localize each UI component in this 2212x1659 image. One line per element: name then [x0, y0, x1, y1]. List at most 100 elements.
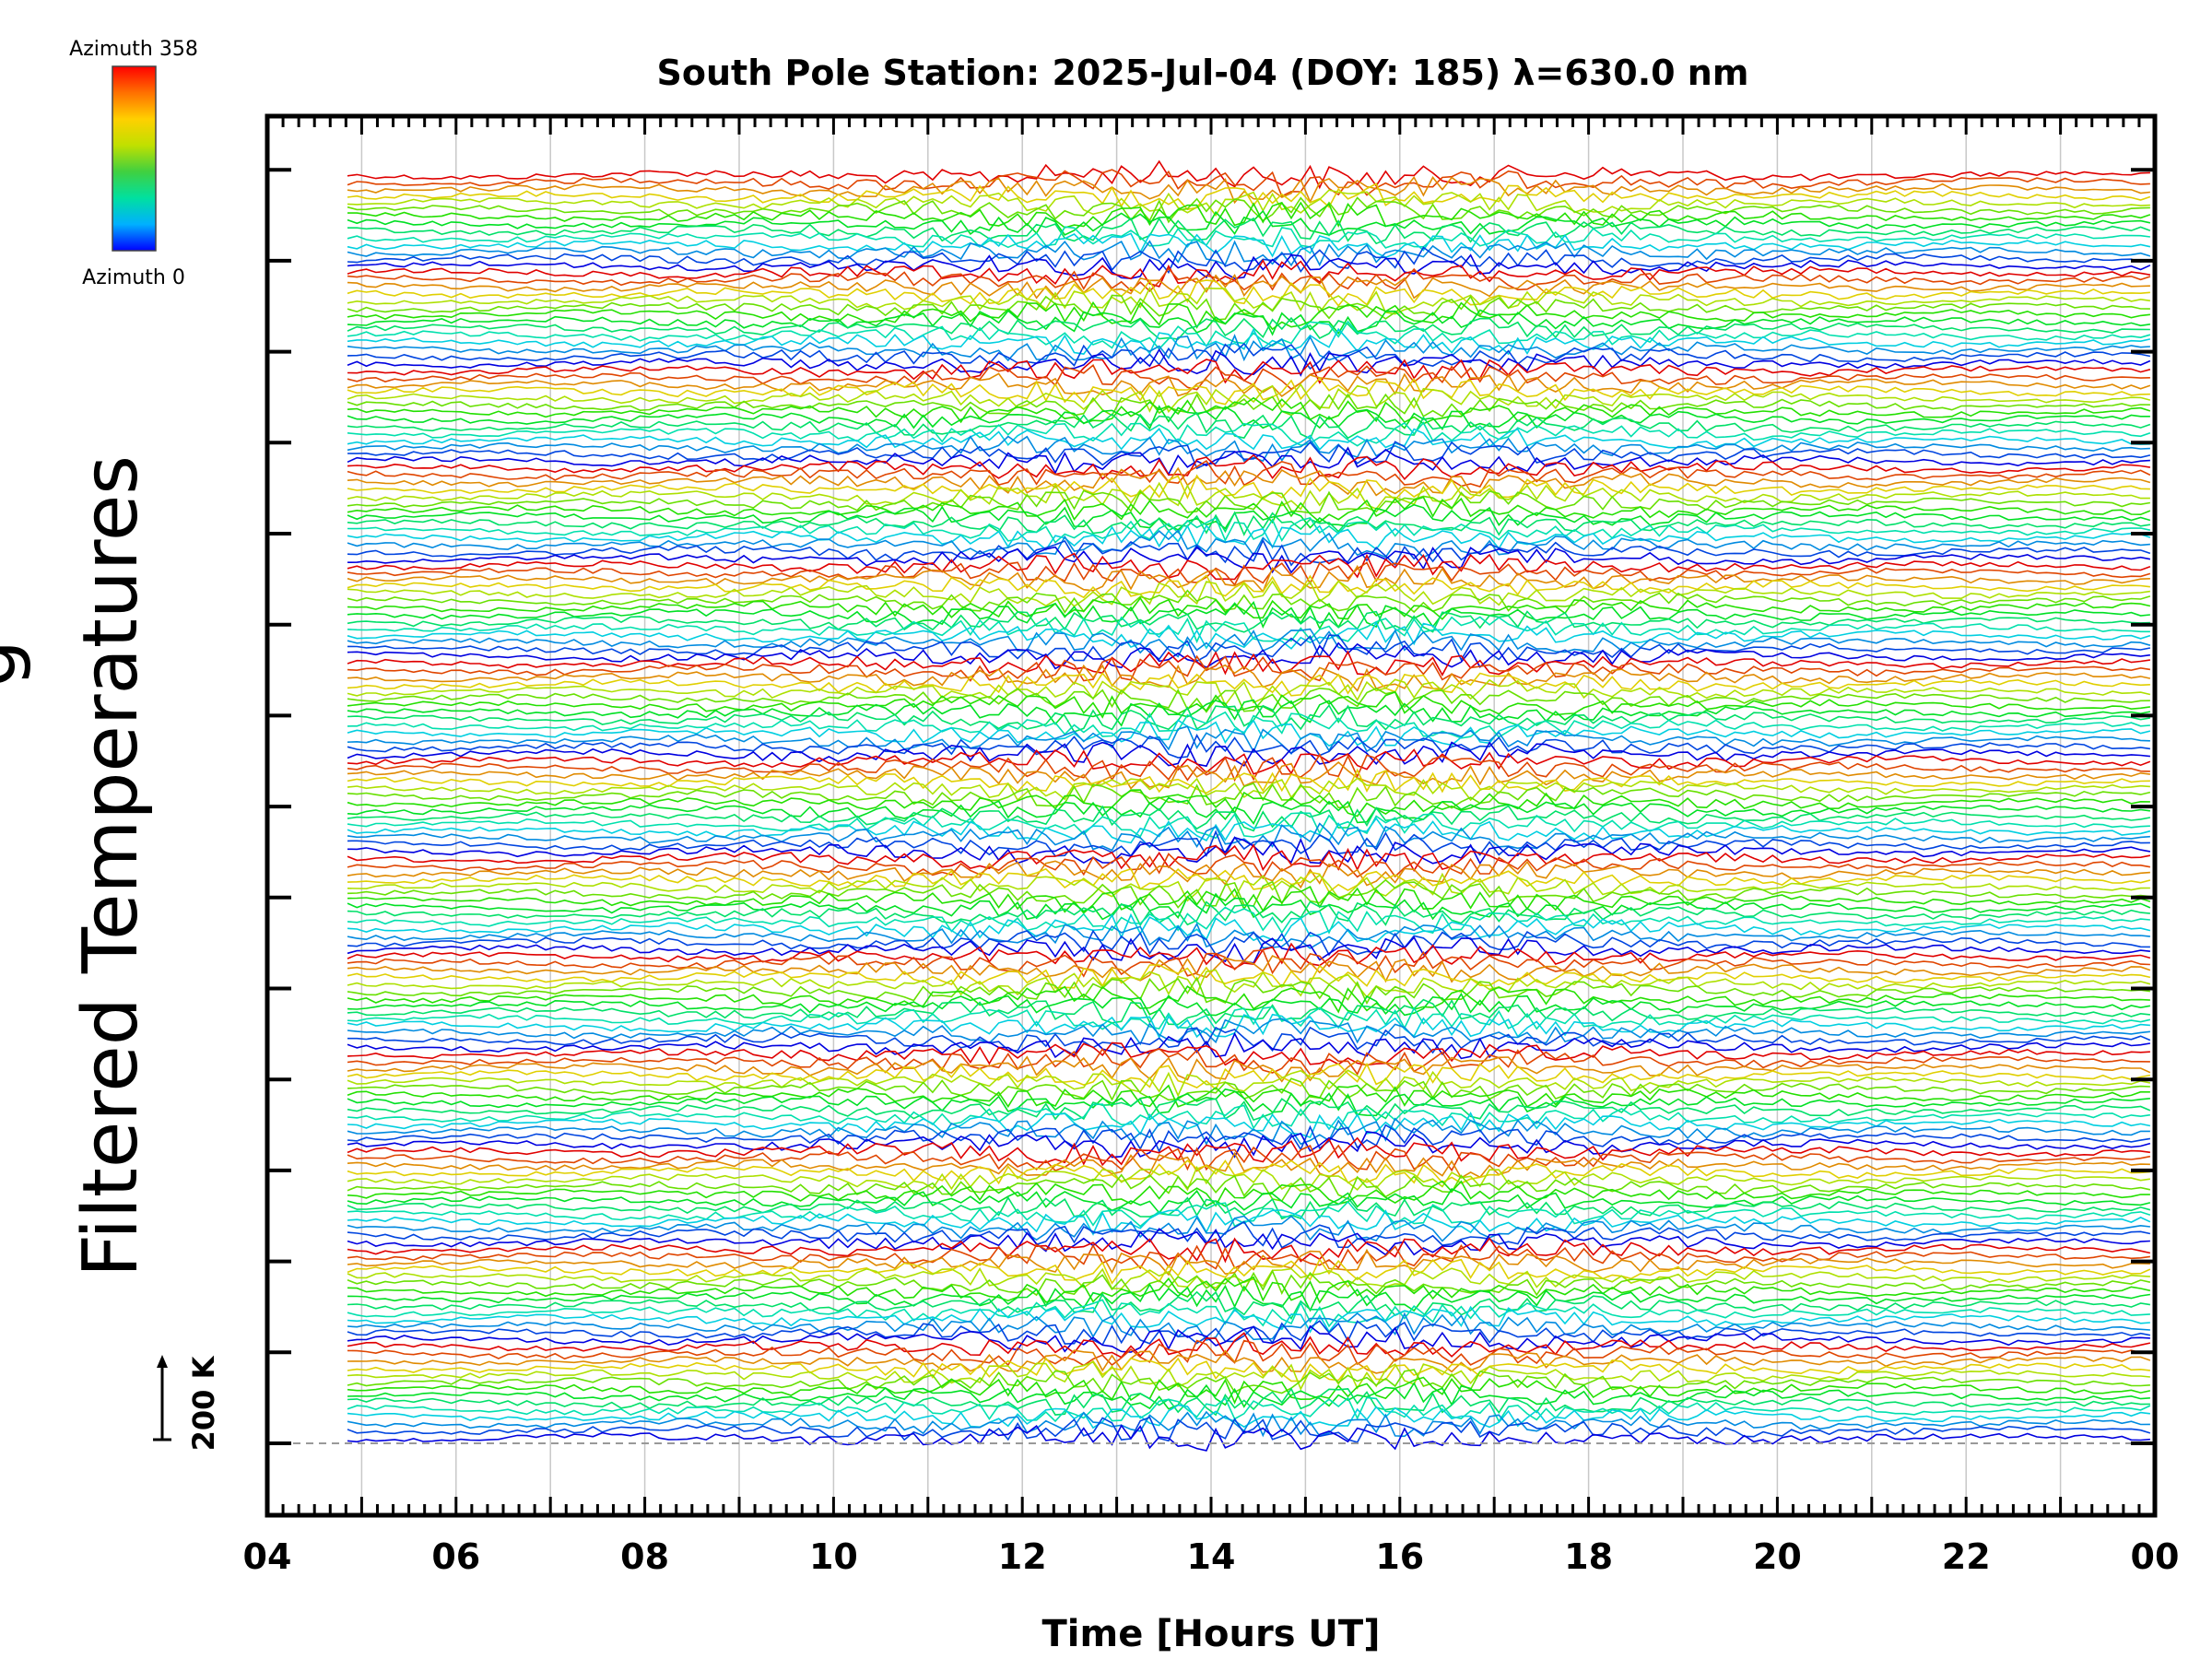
temperature-trace: [347, 1382, 2150, 1410]
temperature-trace: [347, 1173, 2151, 1202]
temperature-trace: [347, 992, 2151, 1017]
temperature-trace: [347, 1339, 2150, 1367]
temperature-trace: [347, 892, 2151, 921]
colorbar: [112, 65, 157, 252]
scale-bar-arrowhead: [157, 1355, 168, 1368]
temperature-trace: [347, 912, 2151, 944]
temperature-trace: [347, 1131, 2151, 1159]
x-axis-label: Time [Hours UT]: [1042, 1613, 1381, 1655]
temperature-trace: [347, 382, 2151, 414]
temperature-trace: [347, 1200, 2151, 1228]
temperature-trace: [347, 1117, 2150, 1147]
chart-title: South Pole Station: 2025-Jul-04 (DOY: 18…: [657, 53, 1749, 93]
temperature-trace: [347, 258, 2151, 288]
temperature-trace: [347, 309, 2151, 336]
temperature-trace: [347, 316, 2150, 340]
temperature-trace: [347, 1424, 2150, 1452]
temperature-trace: [347, 906, 2150, 935]
temperature-trace: [347, 182, 2151, 211]
temperature-trace: [347, 372, 2151, 397]
temperature-trace: [347, 1195, 2151, 1220]
temperature-trace: [347, 175, 2150, 205]
temperature-trace: [347, 393, 2150, 418]
temperature-trace: [347, 1062, 2151, 1091]
temperature-trace: [347, 1299, 2150, 1328]
temperature-trace: [347, 654, 2151, 682]
temperature-trace: [347, 601, 2150, 630]
temperature-trace: [347, 1269, 2151, 1297]
temperature-trace: [347, 843, 2151, 873]
temperature-trace: [347, 1055, 2151, 1083]
temperature-trace: [347, 546, 2151, 574]
temperature-trace: [347, 964, 2151, 989]
temperature-trace: [347, 872, 2150, 902]
temperature-trace: [347, 474, 2150, 500]
temperature-trace: [347, 428, 2150, 451]
temperature-trace: [347, 189, 2150, 218]
temperature-trace: [347, 1088, 2150, 1117]
temperature-trace: [347, 460, 2151, 488]
temperature-trace: [347, 984, 2150, 1014]
temperature-trace: [347, 777, 2150, 802]
temperature-trace: [347, 1416, 2151, 1443]
temperature-trace: [347, 741, 2150, 768]
temperature-trace: [347, 1349, 2151, 1374]
x-tick-label: 00: [2131, 1536, 2180, 1577]
temperature-trace: [347, 1165, 2151, 1193]
temperature-trace: [347, 620, 2151, 650]
temperature-trace: [347, 246, 2151, 275]
y-axis-label: Filtered Temperatures: [67, 455, 155, 1277]
temperature-trace: [347, 364, 2150, 391]
temperature-trace: [347, 1305, 2150, 1334]
temperature-trace: [347, 1103, 2151, 1132]
temperature-trace: [347, 1283, 2151, 1312]
colorbar-bottom-label: Azimuth 0: [82, 266, 185, 289]
temperature-trace: [347, 782, 2151, 809]
temperature-trace: [347, 1069, 2151, 1098]
temperature-trace: [347, 1357, 2150, 1382]
temperature-trace: [347, 589, 2151, 614]
temperature-trace: [347, 929, 2150, 957]
temperature-trace: [347, 327, 2151, 356]
temperature-trace: [347, 1112, 2151, 1138]
temperature-trace: [347, 1290, 2151, 1321]
temperature-trace: [347, 1215, 2150, 1242]
temperature-trace: [347, 574, 2150, 599]
temperature-trace: [347, 1018, 2150, 1046]
temperature-trace: [347, 885, 2151, 914]
y-axis-label-clipped: g: [0, 640, 33, 688]
temperature-trace: [347, 1248, 2150, 1277]
temperature-trace: [347, 466, 2151, 497]
temperature-trace: [347, 201, 2151, 229]
temperature-trace: [347, 1151, 2150, 1179]
temperature-trace: [347, 377, 2150, 406]
temperature-trace: [347, 678, 2151, 707]
temperature-trace: [347, 616, 2150, 644]
temperature-trace: [347, 1124, 2151, 1154]
temperature-trace: [347, 524, 2151, 551]
temperature-trace: [347, 1276, 2151, 1304]
temperature-trace: [347, 489, 2151, 514]
temperature-trace: [347, 561, 2151, 586]
temperature-trace: [347, 453, 2151, 481]
x-tick-label: 14: [1187, 1536, 1236, 1577]
temperature-trace: [347, 1228, 2150, 1256]
temperature-trace: [347, 1031, 2151, 1060]
temperature-trace: [347, 209, 2151, 236]
temperature-trace: [347, 1396, 2151, 1423]
temperature-trace: [347, 969, 2151, 998]
x-tick-label: 20: [1753, 1536, 1802, 1577]
temperature-trace: [347, 836, 2151, 865]
temperature-trace: [347, 529, 2150, 559]
temperature-trace: [347, 240, 2151, 267]
temperature-trace: [347, 699, 2151, 727]
temperature-trace: [347, 650, 2151, 677]
temperature-trace: [347, 217, 2151, 245]
temperature-trace: [347, 552, 2151, 581]
temperature-trace: [347, 760, 2151, 790]
temperature-trace: [347, 1084, 2150, 1109]
temperature-trace: [347, 690, 2151, 719]
temperature-trace: [347, 300, 2150, 331]
scale-bar-label: 200 K: [186, 1355, 221, 1451]
